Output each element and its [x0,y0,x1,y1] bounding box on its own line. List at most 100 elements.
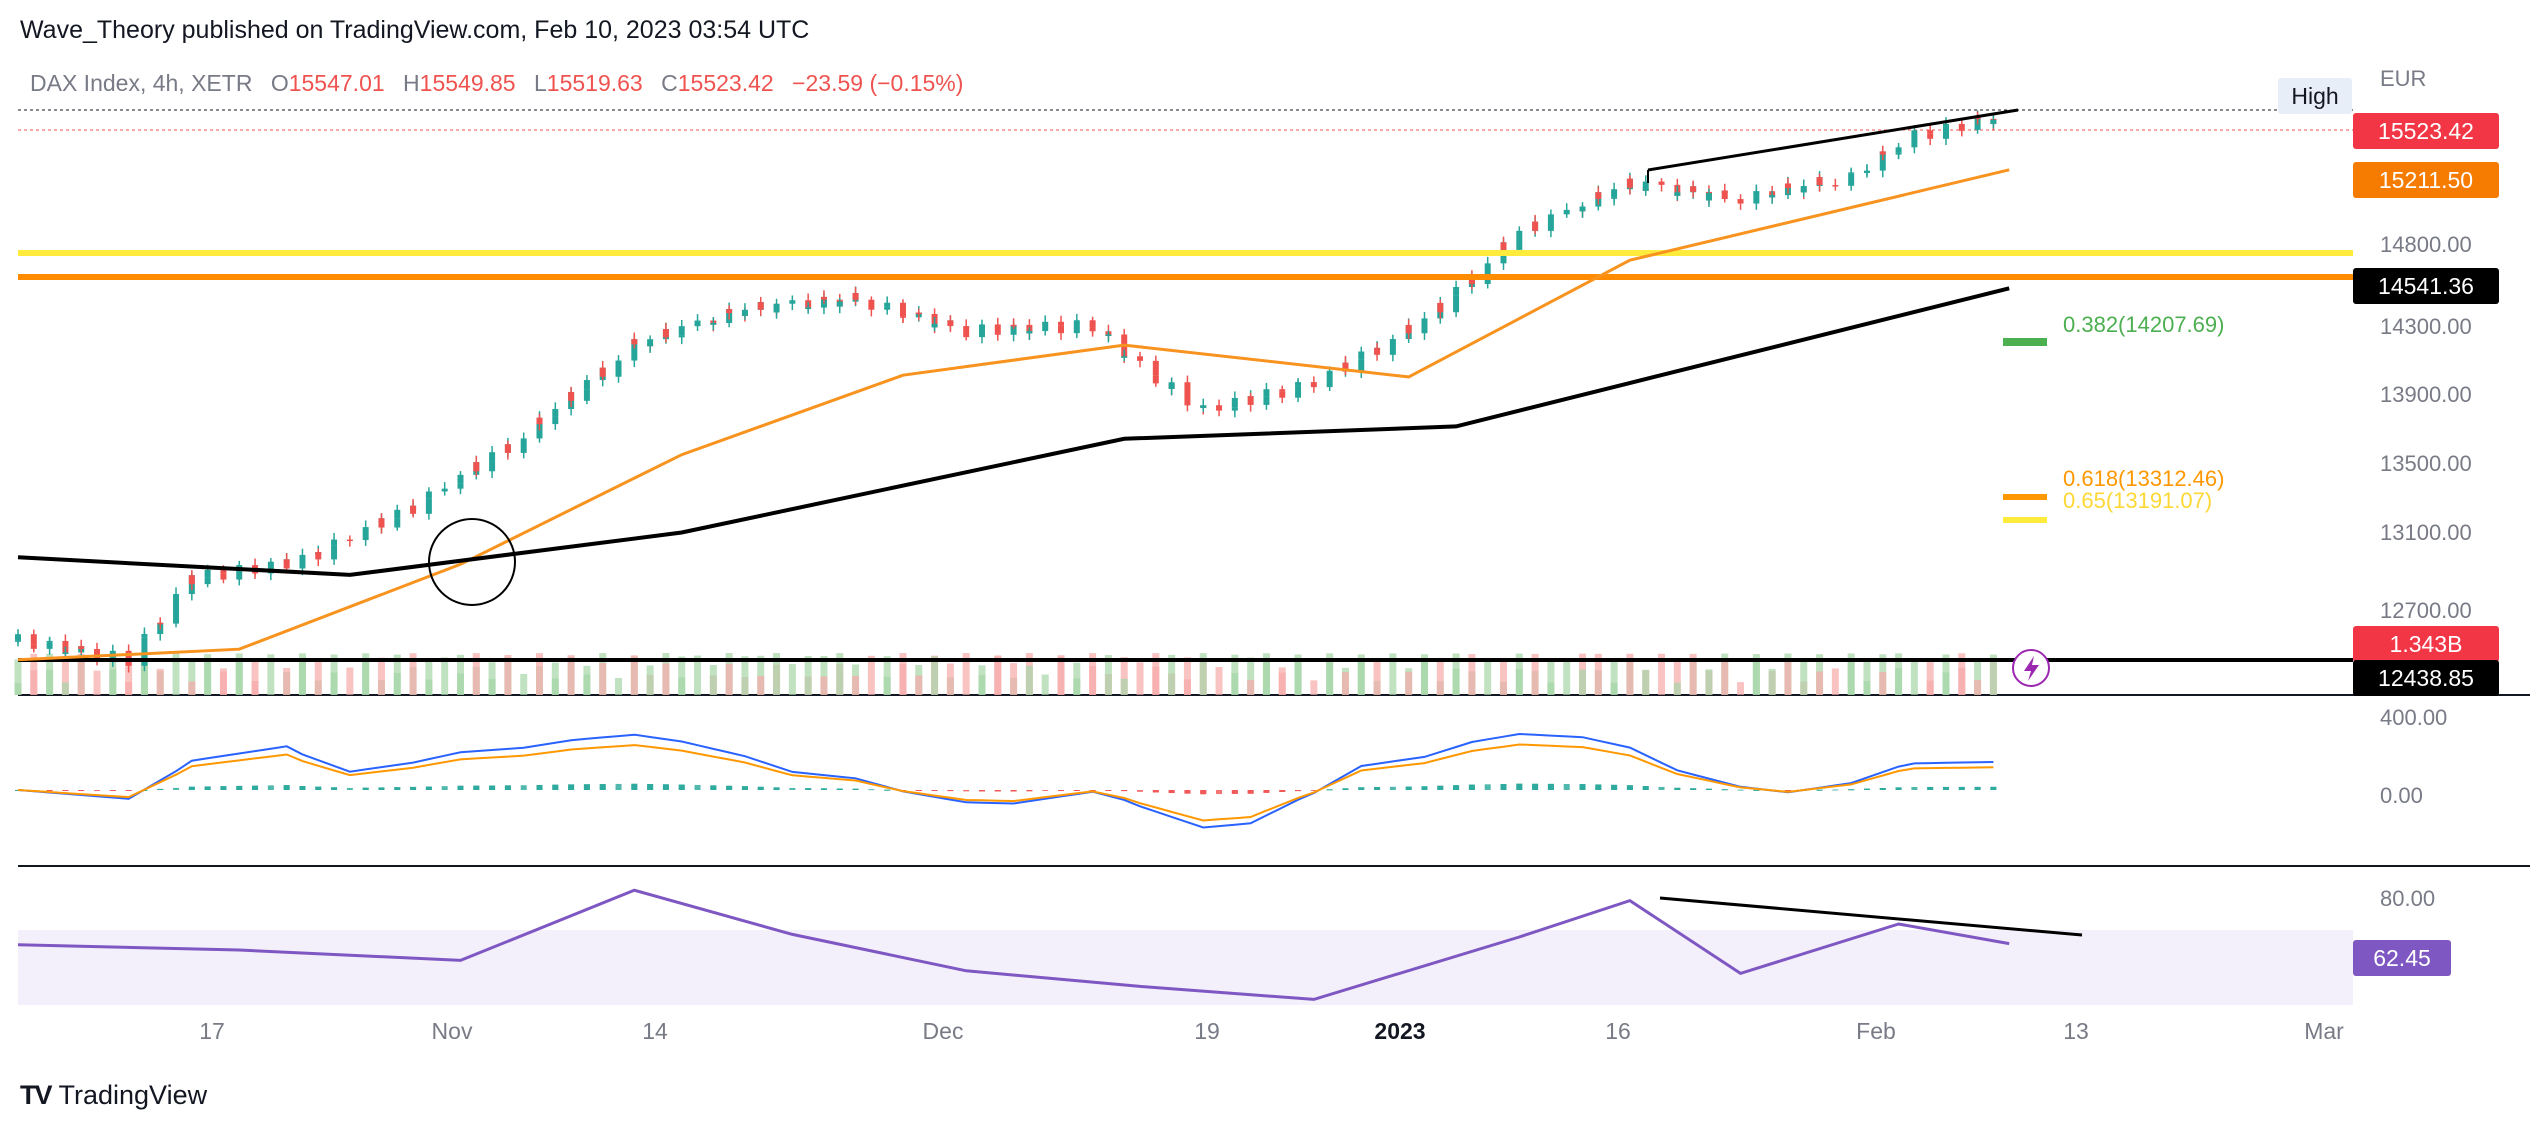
volume-bar [377,657,385,695]
candle-body [1468,276,1475,285]
candle-body [789,300,796,304]
macd-histogram-bar [1737,789,1744,791]
volume-bar [488,678,496,695]
macd-signal-line [17,743,1994,822]
macd-histogram-bar [1942,786,1949,790]
volume-bar [725,663,733,695]
volume-bar [1895,653,1903,695]
macd-histogram-bar [1216,790,1223,795]
candle-body [757,302,764,310]
macd-histogram-bar [473,785,480,790]
volume-bar [1420,658,1428,695]
time-tick-0: 17 [199,1018,225,1044]
macd-histogram-bar [188,786,195,790]
volume-bar [1942,672,1950,695]
candle-body [1184,382,1191,401]
last-price-label: 15523.42 [2353,113,2499,149]
volume-bar [1610,682,1618,695]
close-key: C [661,70,678,96]
time-tick-9: Mar [2304,1018,2344,1044]
macd-histogram-bar [1184,790,1191,794]
ema50-line[interactable] [17,168,2010,662]
volume-bar [709,665,717,695]
volume-bar [741,656,749,695]
volume-bar [1721,660,1729,695]
macd-histogram-bar [1295,790,1302,792]
macd-histogram-bar [1674,787,1681,790]
rsi-line[interactable] [17,888,2010,1001]
symbol-label[interactable]: DAX Index, 4h, XETR [30,70,253,96]
volume-bar [1104,655,1112,695]
volume-bar [362,661,370,695]
ma200-line[interactable] [17,286,2010,577]
volume-bar [409,653,417,695]
macd-histogram-bar [267,785,274,790]
macd-histogram-bar [1958,786,1965,790]
macd-histogram-bar [1895,787,1902,790]
macd-histogram-bar [1421,786,1428,790]
candle-body [836,301,843,307]
fib-650-marker [2003,517,2047,523]
candle-body [46,640,53,643]
macd-histogram-bar [1721,789,1728,791]
candle-body [1263,389,1270,397]
volume-bar [425,661,433,695]
time-tick-8: 13 [2063,1018,2089,1044]
candle-body [1784,183,1791,188]
volume-bar [1057,656,1065,695]
price-tick-1: 14800.00 [2380,232,2472,257]
candle-body [1547,214,1554,224]
volume-bar [1626,653,1634,695]
macd-histogram-bar [1342,788,1349,790]
open-key: O [270,70,289,96]
volume-label: 1.343B [2353,626,2499,662]
brand-footer[interactable]: TV TradingView [20,1080,207,1111]
volume-bar [1373,660,1381,695]
candle-body [267,561,274,574]
macd-histogram-bar [994,790,1001,792]
volume-bar [583,665,591,695]
volume-bar [1737,682,1745,695]
volume-bar [788,664,796,695]
brand-name: TradingView [58,1080,208,1110]
macd-histogram-bar [1784,790,1791,791]
volume-bar [883,676,891,695]
candle-body [315,552,322,560]
macd-histogram-bar [789,787,796,790]
trendline-price-divergence[interactable] [1647,108,2019,172]
volume-bar [472,653,480,695]
volume-bar [773,653,781,695]
macd-histogram-bar [1058,790,1065,791]
time-tick-6: 16 [1605,1018,1631,1044]
time-tick-3: Dec [922,1018,964,1044]
candle-body [1658,181,1665,185]
highlight-circle [428,518,516,606]
candle-body [1405,324,1412,334]
macd-histogram-bar [1279,790,1286,792]
volume-bar [441,657,449,695]
macd-histogram-bar [504,785,511,790]
candle-body [615,360,622,377]
hline-price-label: 12438.85 [2353,660,2499,696]
volume-bar [61,659,69,695]
time-tick-1: Nov [431,1018,473,1044]
candle-body [726,309,733,314]
volume-bar [867,655,875,695]
candle-body [394,509,401,519]
macd-histogram-bar [1547,783,1554,790]
macd-histogram-bar [710,785,717,790]
volume-bar [820,676,828,695]
volume-bar [1974,661,1982,695]
volume-bar [140,654,148,695]
macd-histogram-bar [1753,789,1760,791]
ema50-price-label: 15211.50 [2353,162,2499,198]
trendline-rsi-divergence[interactable] [1659,896,2083,937]
candle-body [963,326,970,338]
volume-bar [1831,668,1839,695]
candle-body [283,559,290,569]
volume-bar [931,656,939,695]
volume-bar [899,653,907,695]
macd-histogram-bar [1579,784,1586,790]
candle-body [30,644,37,649]
